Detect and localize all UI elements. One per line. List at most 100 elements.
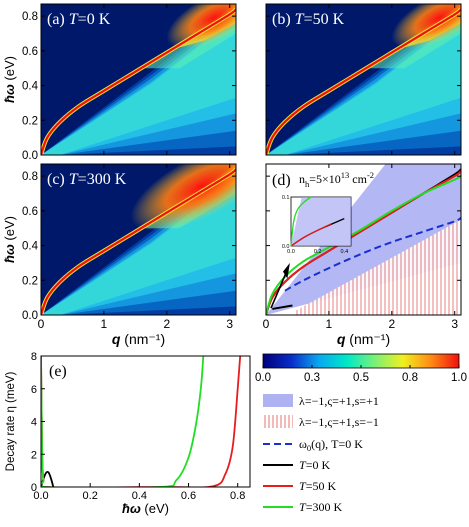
y-tick-label: 0.8 [22, 171, 38, 183]
region-s-minus [294, 219, 461, 315]
x-axis-label: q (nm⁻¹) [112, 331, 165, 347]
decay-curve [41, 356, 242, 487]
y-axis-label: Decay rate η (meV) [5, 371, 17, 471]
heatmap-panel: 0 1 2 3 0.0 0.2 0.4 0.6 0.8 ħω (eV) q (nm⁻¹) (c) T=… [2, 163, 237, 347]
heatmap-image [41, 164, 236, 315]
continuum-region [41, 177, 236, 315]
legend-item: λ=−1,ς=+1,s=+1 [263, 394, 379, 408]
panel-label: (e) [49, 363, 67, 380]
legend-item: λ=−1,ς=+1,s=−1 [263, 415, 379, 429]
panel-label: (c) T=300 K [47, 171, 127, 188]
x-tick-label: 0 [38, 317, 45, 331]
plasmon-hotspot [130, 164, 236, 231]
legend-item: T=300 K [263, 500, 342, 514]
panel-label: (a) T=0 K [47, 11, 111, 28]
omega0-dashed-curve [284, 216, 461, 292]
inset-arrow-head [282, 262, 290, 279]
y-tick-label: 0.0 [22, 150, 38, 162]
panel-d: 0 1 2 3q (nm⁻¹)(d) nh=5×1013 cm-20.0 0.2 0.40.… [263, 163, 462, 347]
inset: 0.0 0.2 0.4 0.0 0.1 [282, 195, 352, 255]
x-tick-label: 1 [101, 317, 108, 331]
panel-frame [265, 163, 462, 316]
legend-label: λ=−1,ς=+1,s=+1 [299, 394, 379, 408]
x-tick-label: 0.4 [132, 490, 147, 502]
colorbar-tick-label: 0.5 [353, 372, 369, 384]
x-tick-label: 1 [326, 317, 333, 331]
y-tick-label: 0.2 [22, 275, 38, 287]
plasmon-hotspot [166, 4, 236, 49]
continuum-region [266, 16, 461, 155]
continuum-region [41, 16, 236, 155]
y-tick-label: 0.6 [22, 206, 38, 218]
legend-swatch [263, 394, 293, 407]
small-q-segment [272, 304, 293, 310]
panel-e-plot [41, 356, 242, 487]
y-tick-label: 8 [31, 351, 37, 363]
x-tick-label: 2 [388, 317, 395, 331]
continuum-region [41, 176, 236, 315]
colorbar-tick-label: 0.3 [304, 372, 320, 384]
inset-region [291, 197, 351, 246]
plasmon-curve [266, 8, 461, 155]
inset-x-tick-label: 0.4 [341, 249, 349, 255]
colorbar: 0.0 0.3 0.5 0.8 1.0 [255, 353, 467, 384]
inset-curve [290, 223, 332, 247]
y-tick-label: 0.4 [22, 241, 39, 253]
legend-label: T=0 K [299, 458, 330, 472]
inset-x-tick-label: 0.0 [287, 249, 295, 255]
y-tick-label: 0.6 [22, 46, 38, 58]
y-axis-label: ħω (eV) [2, 216, 17, 263]
x-axis-label: q (nm⁻¹) [337, 331, 390, 347]
y-tick-label: 0.4 [22, 81, 39, 93]
x-tick-label: 2 [163, 317, 170, 331]
inset-x-tick-label: 0.2 [314, 249, 322, 255]
legend-item: T=0 K [263, 458, 330, 472]
legend: λ=−1,ς=+1,s=+1 λ=−1,ς=+1,s=−1 ω0(q), T=0 K… [263, 394, 379, 514]
panel-frame [40, 355, 251, 488]
continuum-region [266, 17, 461, 155]
x-tick-label: 3 [451, 317, 458, 331]
y-tick-label: 0.8 [22, 11, 38, 23]
inset-y-tick-label: 0.0 [282, 244, 290, 250]
heatmap-panel: 0.0 0.2 0.4 0.6 0.8 ħω (eV) (a) T=0 K [2, 3, 237, 162]
heatmap-image [41, 4, 236, 155]
x-tick-label: 3 [226, 317, 233, 331]
y-tick-label: 4 [31, 417, 37, 429]
legend-item: T=50 K [263, 479, 336, 493]
y-tick-label: 0.2 [22, 115, 38, 127]
plasmon-curve [41, 8, 236, 155]
colorbar-tick-label: 1.0 [451, 372, 467, 384]
legend-label: ω0(q), T=0 K [299, 437, 363, 453]
legend-swatch [263, 415, 293, 428]
panel-e: 0.0 0.2 0.4 0.6 0.8 0 2 4 6 8 (e) ħω (eV) Decay rate… [5, 351, 251, 516]
panel-frame [40, 3, 237, 156]
x-tick-label: 0.0 [33, 490, 48, 502]
continuum-region [41, 17, 236, 155]
x-tick-label: 0 [263, 317, 270, 331]
x-tick-label: 0.2 [83, 490, 98, 502]
region-s-plus [266, 164, 461, 315]
inset-y-tick-label: 0.1 [282, 195, 290, 201]
heatmap-image [266, 4, 461, 155]
y-tick-label: 2 [31, 449, 37, 461]
legend-item: ω0(q), T=0 K [263, 437, 363, 453]
y-axis-label: ħω (eV) [2, 56, 17, 103]
x-tick-label: 0.6 [181, 490, 196, 502]
legend-label: T=300 K [299, 500, 342, 514]
plasmon-hotspot [391, 4, 461, 49]
x-tick-label: 0.8 [230, 490, 245, 502]
plasmon-curve [41, 168, 236, 315]
panel-frame [265, 3, 462, 156]
legend-label: λ=−1,ς=+1,s=−1 [299, 415, 379, 429]
colorbar-tick-label: 0.0 [255, 372, 271, 384]
colorbar-tick-label: 0.8 [402, 372, 418, 384]
panel-label: (b) T=50 K [272, 11, 345, 28]
panel-label: (d) [272, 172, 291, 189]
x-axis-label: ħω (eV) [122, 501, 169, 516]
inset-curve [290, 196, 312, 247]
heatmap-panel: (b) T=50 K [265, 3, 462, 156]
legend-label: T=50 K [299, 479, 336, 493]
y-tick-label: 6 [31, 384, 37, 396]
density-annotation: nh=5×1013 cm-2 [299, 170, 374, 189]
